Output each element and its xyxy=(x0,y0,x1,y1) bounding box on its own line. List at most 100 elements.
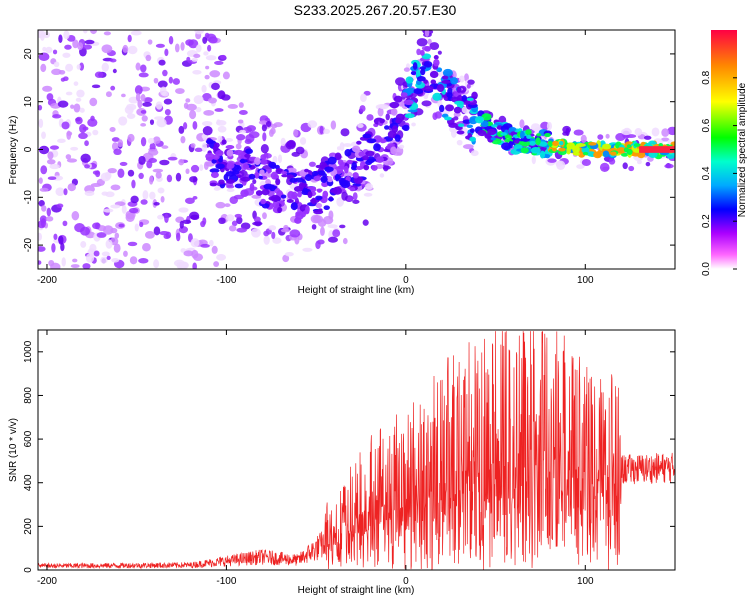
spectrogram-x-tick-label: 0 xyxy=(403,275,409,286)
spectrogram-cell xyxy=(141,115,148,122)
spectrogram-cell xyxy=(186,56,191,62)
spectrogram-x-tick-label: 100 xyxy=(577,275,594,286)
spectrogram-ridge-cell xyxy=(456,86,462,93)
spectrogram-cell xyxy=(158,59,166,66)
spectrogram-cell xyxy=(46,159,56,165)
spectrogram-ridge-cell xyxy=(558,140,564,146)
spectrogram-ridge-cell xyxy=(390,146,397,155)
spectrogram-cell xyxy=(140,109,147,114)
spectrogram-cell xyxy=(155,171,162,179)
spectrogram-ridge-cell xyxy=(588,141,597,146)
spectrogram-ridge-cell xyxy=(226,161,235,169)
spectrogram-cell xyxy=(72,258,78,263)
spectrogram-cell xyxy=(118,116,128,126)
spectrogram-cell xyxy=(58,34,63,43)
spectrogram-cell xyxy=(101,44,113,54)
snr-frame xyxy=(37,329,676,571)
spectrogram-cell xyxy=(113,148,122,156)
spectrogram-ridge-cell xyxy=(234,161,242,166)
spectrogram-cell xyxy=(217,125,227,133)
spectrogram-cell xyxy=(192,262,197,269)
spectrogram-cell xyxy=(46,93,54,101)
spectrogram-ridge-cell xyxy=(313,175,321,182)
spectrogram-ridge-cell xyxy=(415,69,421,78)
spectrogram-cell xyxy=(137,99,143,109)
spectrogram-ridge-cell xyxy=(315,202,323,209)
spectrogram-ridge-cell xyxy=(433,55,439,60)
spectrogram-ridge-cell xyxy=(539,150,546,159)
snr-x-tick-label: -100 xyxy=(216,576,236,587)
spectrogram-cell xyxy=(127,45,138,55)
spectrogram-ridge-cell xyxy=(286,167,297,174)
spectrogram-cell xyxy=(293,129,299,137)
spectrogram-ridge-cell xyxy=(450,77,458,85)
spectrogram-ridge-cell xyxy=(413,87,424,95)
spectrogram-ridge-cell xyxy=(213,142,220,148)
spectrogram-cell xyxy=(203,110,215,116)
spectrogram-cell xyxy=(107,168,117,174)
spectrogram-ridge-cell xyxy=(404,113,415,119)
spectrogram-cell xyxy=(342,237,348,245)
spectrogram-cell xyxy=(429,42,440,51)
spectrogram-ridge-cell xyxy=(324,166,334,173)
spectrogram-ridge-cell xyxy=(351,161,357,170)
spectrogram-cell xyxy=(236,216,243,225)
spectrogram-cell xyxy=(270,123,278,129)
spectrogram-cell xyxy=(157,214,164,220)
spectrogram-ridge-cell xyxy=(290,202,298,211)
spectrogram-cell xyxy=(91,84,101,89)
spectrogram-cell xyxy=(416,38,428,47)
spectrogram-cell xyxy=(166,174,173,183)
spectrogram-ridge-cell xyxy=(346,159,353,165)
spectrogram-cell xyxy=(180,135,186,144)
spectrogram-cell xyxy=(51,68,62,75)
spectrogram-ridge-cell xyxy=(297,190,302,198)
spectrogram-cell xyxy=(153,201,160,206)
spectrogram-ridge-cell xyxy=(280,170,288,175)
spectrogram-cell xyxy=(178,158,185,166)
spectrogram-cell xyxy=(192,120,198,130)
spectrogram-cell xyxy=(105,91,112,98)
spectrogram-ridge-cell xyxy=(239,159,248,163)
spectrogram-y-ticks: -20 -10 0 10 20 xyxy=(23,48,675,252)
spectrogram-cell xyxy=(66,158,78,163)
spectrogram-ridge-cell xyxy=(260,154,267,161)
spectrogram-ridge-cell xyxy=(491,124,498,128)
spectrogram-cell xyxy=(277,154,283,164)
spectrogram-cell xyxy=(80,241,87,248)
spectrogram-cell xyxy=(336,197,344,207)
spectrogram-cell xyxy=(100,172,111,182)
spectrogram-ridge-cell xyxy=(352,172,359,179)
spectrogram-cell xyxy=(317,239,325,245)
spectrogram-cell xyxy=(127,133,135,143)
spectrogram-cell xyxy=(118,223,125,228)
spectrogram-cell xyxy=(122,44,129,53)
spectrogram-cell xyxy=(252,221,263,226)
spectrogram-ridge-cell xyxy=(366,138,377,144)
spectrogram-cell xyxy=(57,100,69,108)
spectrogram-ridge-cell xyxy=(535,137,541,146)
spectrogram-ridge-cell xyxy=(419,49,425,56)
spectrogram-ridge-cell xyxy=(405,87,416,94)
spectrogram-cell xyxy=(378,103,389,110)
spectrogram-cell xyxy=(258,120,269,125)
spectrogram-cell xyxy=(615,133,626,142)
spectrogram-cell xyxy=(55,187,65,196)
spectrogram-cell xyxy=(75,116,83,125)
spectrogram-ridge-cell xyxy=(270,194,281,202)
spectrogram-cell xyxy=(327,224,338,229)
spectrogram-cell xyxy=(162,69,168,77)
spectrogram-cell xyxy=(73,81,79,86)
spectrogram-cell xyxy=(185,98,191,103)
spectrogram-cell xyxy=(147,148,159,156)
spectrogram-ridge-cell xyxy=(544,133,551,138)
spectrogram-ridge-cell xyxy=(602,150,610,158)
spectrogram-ridge-cell xyxy=(365,150,375,157)
snr-y-label: SNR (10 * v/v) xyxy=(8,418,19,482)
spectrogram-ridge-cell xyxy=(513,144,523,150)
spectrogram-ridge-cell xyxy=(225,179,235,184)
spectrogram-cell xyxy=(421,100,432,107)
spectrogram-cell xyxy=(155,43,165,48)
spectrogram-cell xyxy=(82,263,91,269)
spectrogram-cell xyxy=(138,72,149,78)
